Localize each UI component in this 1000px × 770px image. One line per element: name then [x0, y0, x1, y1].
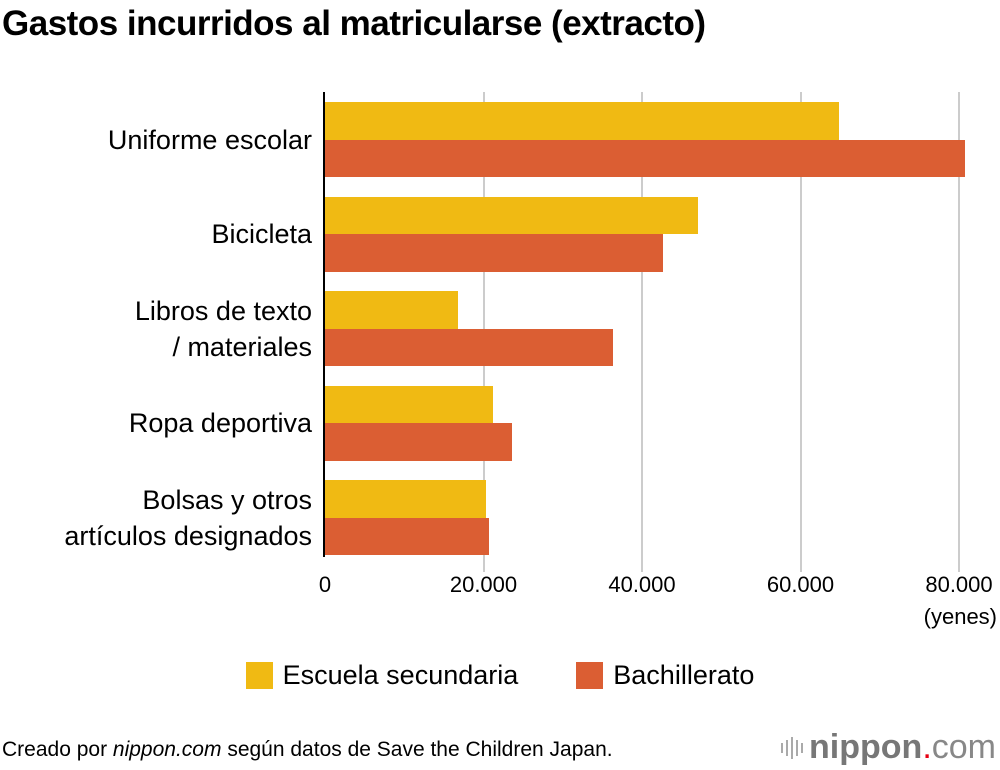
bar-bachillerato — [325, 328, 614, 366]
bar-bachillerato — [325, 423, 513, 461]
category-label: Bicicleta — [211, 216, 312, 252]
category-label-line: / materiales — [172, 331, 312, 362]
legend-label: Bachillerato — [613, 660, 755, 690]
x-axis-unit: (yenes) — [923, 604, 997, 629]
gridline — [641, 92, 643, 572]
category-label-line: Bicicleta — [211, 219, 312, 249]
category-label-line: Ropa deportiva — [128, 408, 312, 438]
logo-brand: nippon — [809, 728, 923, 766]
category-label: Bolsas y otros artículos designados — [64, 482, 312, 554]
x-tick-label: 40.000 — [608, 572, 676, 597]
category-label: Ropa deportiva — [129, 405, 312, 441]
category-label: Uniforme escolar — [108, 122, 312, 158]
chart-title: Gastos incurridos al matricularse (extra… — [2, 4, 706, 43]
x-tick-label: 60.000 — [766, 572, 835, 597]
legend: Escuela secundaria Bachillerato — [0, 660, 1000, 691]
bar-secundaria — [325, 291, 459, 329]
x-tick-label: 20.000 — [449, 572, 518, 597]
nippon-logo: nippon.com — [781, 728, 996, 767]
category-label-line: artículos designados — [64, 520, 312, 551]
category-label: Libros de texto / materiales — [135, 293, 312, 365]
source-suffix: según datos de Save the Children Japan. — [221, 738, 613, 761]
x-tick-label: 80.000 — [925, 572, 993, 597]
bar-secundaria — [325, 196, 699, 234]
source-note: Creado por nippon.com según datos de Sav… — [2, 738, 613, 762]
gridline — [799, 92, 802, 572]
sound-bars-icon — [781, 736, 804, 759]
category-label-line: Libros de texto — [134, 295, 312, 326]
bar-secundaria — [325, 385, 493, 423]
legend-label: Escuela secundaria — [282, 660, 519, 690]
category-label-line: Bolsas y otros — [142, 484, 312, 515]
legend-swatch — [245, 662, 273, 689]
legend-item: Escuela secundaria — [245, 660, 519, 691]
bar-bachillerato — [325, 517, 490, 555]
legend-swatch — [576, 662, 604, 689]
bar-secundaria — [325, 480, 486, 518]
y-axis-line — [323, 92, 325, 557]
bar-bachillerato — [325, 234, 663, 272]
x-tick-label: 0 — [318, 572, 332, 597]
source-prefix: Creado por — [2, 738, 113, 761]
logo-tld: com — [931, 728, 996, 766]
category-label-line: Uniforme escolar — [107, 124, 312, 155]
bar-bachillerato — [325, 139, 966, 177]
source-site: nippon.com — [112, 738, 222, 761]
logo-dot: . — [922, 728, 932, 766]
bar-secundaria — [325, 102, 840, 140]
gridline — [958, 92, 960, 572]
legend-item: Bachillerato — [576, 660, 754, 691]
